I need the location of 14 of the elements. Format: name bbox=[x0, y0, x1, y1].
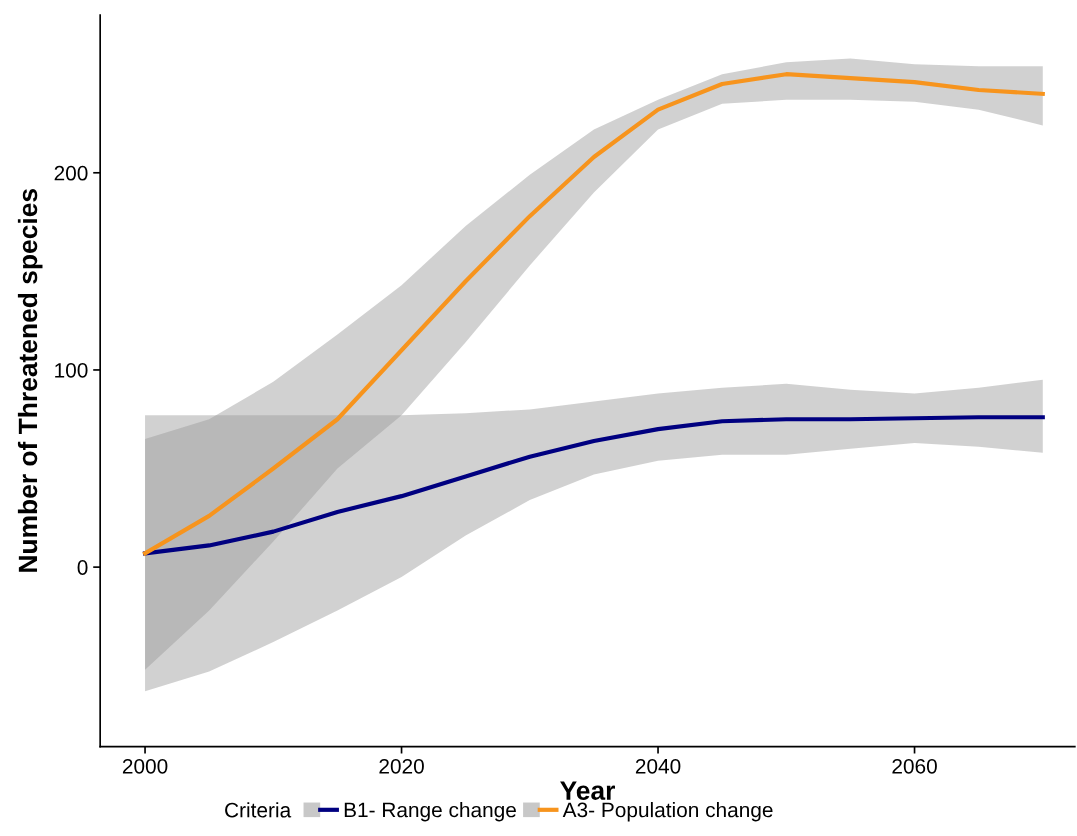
x-tick-label: 2020 bbox=[379, 758, 424, 774]
x-tick-label: 2040 bbox=[635, 758, 681, 774]
x-tick-label: 2060 bbox=[892, 758, 937, 774]
y-tick-label: 100 bbox=[55, 362, 88, 378]
line-series bbox=[142, 415, 1045, 556]
legend-label: B1- Range change bbox=[344, 802, 516, 822]
y-axis-title: Number of Threatened species bbox=[17, 189, 43, 572]
x-tick-label: 2000 bbox=[122, 758, 168, 774]
x-axis-title: Year bbox=[560, 781, 615, 800]
y-tick-label: 0 bbox=[77, 560, 88, 575]
legend-label: A3- Population change bbox=[562, 802, 773, 822]
y-tick-label: 200 bbox=[54, 165, 88, 181]
line-series bbox=[142, 72, 1045, 556]
legend-title: Criteria bbox=[225, 802, 292, 818]
